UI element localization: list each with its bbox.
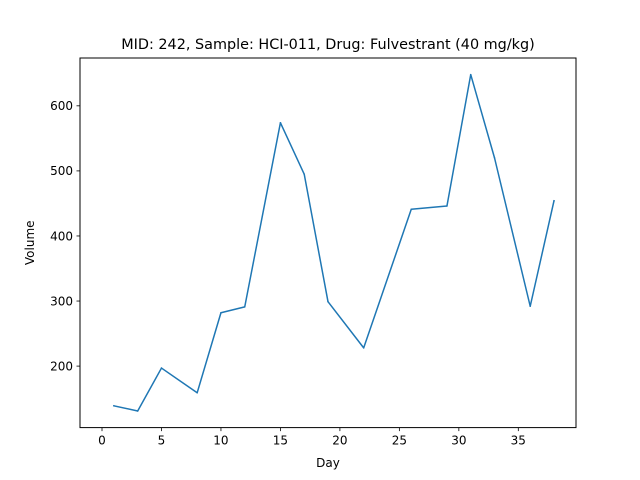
y-tick-label: 400 (50, 229, 73, 243)
data-point (493, 157, 496, 159)
x-tick-label: 20 (332, 434, 347, 448)
data-point (446, 205, 448, 207)
data-point (529, 305, 531, 307)
x-axis-label: Day (316, 456, 340, 470)
data-point (469, 73, 472, 76)
data-point (303, 173, 305, 175)
y-tick-label: 600 (50, 99, 73, 113)
plot-area (113, 73, 555, 412)
y-axis-ticks: 200 300 400 500 600 (50, 99, 80, 373)
axes-frame (79, 57, 577, 429)
x-tick-label: 15 (273, 434, 288, 448)
data-point (362, 347, 365, 349)
data-point (196, 392, 198, 394)
x-axis-ticks: 0 5 10 15 20 25 30 35 (98, 427, 526, 448)
data-point (113, 405, 115, 407)
data-point (279, 121, 282, 124)
y-tick-label: 500 (50, 164, 73, 178)
x-tick-label: 10 (213, 434, 228, 448)
y-axis-label: Volume (23, 220, 37, 265)
data-point (160, 367, 163, 369)
series-line (113, 73, 555, 412)
y-tick-label: 300 (50, 294, 73, 308)
x-tick-label: 35 (511, 434, 526, 448)
data-point (220, 312, 222, 314)
x-tick-label: 0 (98, 434, 106, 448)
data-point (327, 300, 329, 303)
data-point (553, 200, 555, 202)
x-tick-label: 5 (158, 434, 166, 448)
chart-title: MID: 242, Sample: HCI-011, Drug: Fulvest… (121, 37, 535, 53)
y-tick-label: 200 (50, 359, 73, 373)
data-point (243, 306, 246, 308)
x-tick-label: 25 (392, 434, 407, 448)
data-point (410, 208, 413, 211)
data-point (136, 410, 139, 412)
x-tick-label: 30 (451, 434, 466, 448)
